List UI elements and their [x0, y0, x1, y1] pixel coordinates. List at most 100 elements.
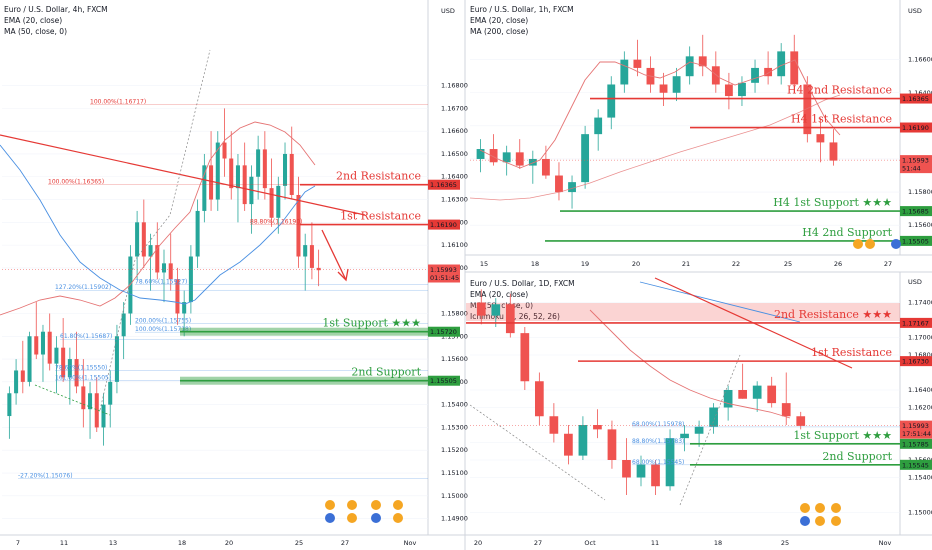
candle [581, 125, 590, 189]
x-axis-ticks: 15 18 19 20 21 22 25 26 27 [480, 260, 892, 268]
level-value: 1.16365 [902, 95, 929, 103]
candle [108, 370, 113, 428]
event-icon[interactable] [393, 513, 403, 523]
candle [578, 416, 588, 460]
candle [724, 72, 733, 110]
event-icon[interactable] [831, 503, 841, 513]
level-tag [428, 375, 460, 386]
candle [505, 293, 515, 338]
ma-line [0, 144, 316, 305]
y-tick-label: 1.16500 [441, 150, 468, 158]
level-name: 1st Resistance [340, 210, 421, 223]
support-level: 1st Support ★★★ 1.15720 [180, 317, 460, 337]
x-tick-label: 15 [480, 260, 488, 268]
candle [94, 377, 99, 432]
candle [182, 290, 187, 337]
event-icon[interactable] [325, 500, 335, 510]
price-countdown: 01:51:45 [430, 274, 459, 282]
y-tick-label: 1.17000 [908, 334, 932, 342]
event-icon[interactable] [853, 239, 863, 249]
level-tag [900, 356, 932, 367]
candle [27, 331, 32, 387]
y-axis-currency: USD [908, 7, 922, 15]
candle [40, 324, 45, 382]
projection-arrow [321, 229, 347, 281]
resistance-level: 2nd Resistance ★★★ 1.17167 [466, 308, 932, 328]
candle [296, 176, 301, 268]
event-icon[interactable] [371, 513, 381, 523]
candle [711, 51, 720, 93]
candle [262, 131, 267, 200]
support-level: 2nd Support 1.15545 [690, 450, 932, 470]
candle [209, 131, 214, 211]
chart-title: Euro / U.S. Dollar, 1h, FXCM [470, 5, 574, 14]
y-tick-label: 1.16600 [441, 127, 468, 135]
fib-label: 78.60%(1.15927) [135, 279, 187, 286]
price-tag [900, 155, 932, 174]
level-tag [900, 438, 932, 449]
x-tick-label: 25 [784, 260, 792, 268]
event-icon[interactable] [815, 503, 825, 513]
candle [564, 425, 573, 465]
support-level: H4 2nd Support 1.15505 [545, 226, 932, 246]
event-icon[interactable] [800, 516, 810, 526]
candle [101, 393, 106, 446]
level-value: 1.15505 [902, 237, 929, 245]
candle [796, 411, 806, 430]
candle [14, 359, 19, 405]
support-level: H4 1st Support ★★★ 1.15685 [560, 196, 932, 217]
candle [20, 340, 25, 394]
resistance-level: 1st Resistance 1.16730 [578, 346, 932, 367]
event-icon[interactable] [347, 513, 357, 523]
y-tick-label: 1.16300 [441, 196, 468, 204]
candle [636, 455, 646, 487]
y-tick-label: 1.15100 [441, 469, 468, 477]
arrow-head [337, 268, 349, 282]
level-value: 1.15545 [902, 461, 929, 469]
y-tick-label: 1.15600 [908, 221, 932, 229]
candle [680, 425, 689, 452]
panel-d1: Euro / U.S. Dollar, 1D, FXCM EMA (20, cl… [465, 272, 932, 547]
candle [764, 51, 773, 85]
event-icon[interactable] [865, 239, 875, 249]
fib-label: 161.80%(1.15505) [55, 375, 111, 382]
level-value: 1.15505 [430, 377, 457, 385]
lower-dotted [34, 384, 111, 416]
candle [803, 76, 812, 143]
fib-label: 200.00%(1.15755) [135, 318, 191, 325]
event-icon[interactable] [815, 516, 825, 526]
y-tick-label: 1.16400 [908, 89, 932, 97]
event-icon[interactable] [831, 516, 841, 526]
y-tick-label: 1.16100 [441, 241, 468, 249]
event-icon[interactable] [325, 513, 335, 523]
level-value: 1.15720 [430, 328, 457, 336]
y-axis-currency: USD [441, 7, 455, 15]
candle [141, 199, 146, 268]
indicator-ema: EMA (20, close) [470, 290, 528, 299]
candle [672, 67, 681, 102]
x-axis-ticks: 20 27 Oct 11 18 25 Nov [474, 539, 892, 547]
event-icons[interactable] [325, 239, 901, 526]
event-icon[interactable] [371, 500, 381, 510]
event-icon[interactable] [800, 503, 810, 513]
trendline [0, 134, 366, 216]
x-tick-label: Nov [404, 539, 417, 547]
candle [222, 108, 227, 177]
event-icon[interactable] [891, 239, 901, 249]
event-icon[interactable] [393, 500, 403, 510]
ma-line [639, 281, 801, 323]
candle [289, 126, 294, 200]
candle-series [476, 34, 838, 209]
fib-label: 100.00%(1.15718) [135, 326, 191, 333]
x-tick-label: 18 [178, 539, 186, 547]
ema-line [0, 121, 316, 316]
y-tick-label: 1.15000 [908, 509, 932, 517]
candle [790, 34, 799, 93]
event-icon[interactable] [347, 500, 357, 510]
panel-h4: Euro / U.S. Dollar, 4h, FXCM EMA (20, cl… [0, 0, 468, 547]
candle [515, 139, 524, 169]
candle [114, 324, 119, 394]
